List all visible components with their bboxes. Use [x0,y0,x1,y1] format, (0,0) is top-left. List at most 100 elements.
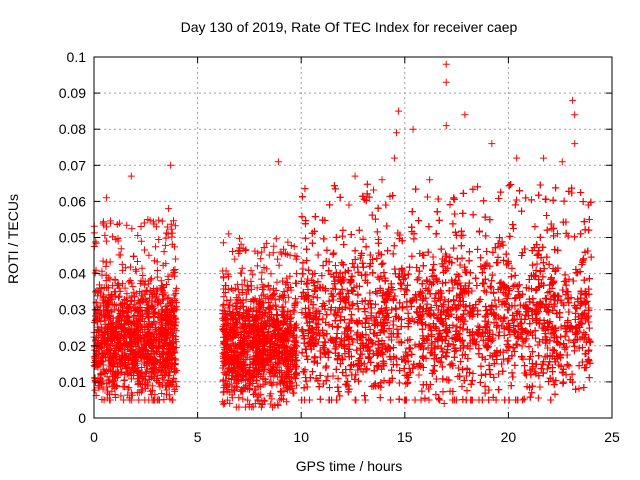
data-point [267,373,275,381]
data-point [278,304,286,312]
data-point [145,319,153,327]
data-point [163,391,171,399]
data-point [116,251,124,259]
data-point [127,279,135,287]
data-point [130,334,138,342]
data-point [153,371,161,379]
data-point [121,299,129,307]
data-point [289,307,297,315]
data-point [273,278,281,286]
data-point [109,372,117,380]
data-point [244,285,252,293]
data-point [249,271,257,279]
data-point [271,358,279,366]
data-point [224,331,232,339]
data-point [137,313,145,321]
data-point [167,365,175,373]
data-point [155,318,163,326]
data-point [129,252,137,260]
data-point [91,316,99,324]
data-point [169,349,177,357]
data-point [99,257,107,265]
data-point [125,364,133,372]
data-point [220,273,228,281]
data-point [138,364,146,372]
data-point [222,340,230,348]
data-point [250,352,258,360]
data-point [293,298,301,306]
data-point [275,355,283,363]
data-point [98,358,106,366]
data-point [257,319,265,327]
data-point [100,221,108,229]
data-point [130,358,138,366]
data-point [91,374,99,382]
data-point [245,367,253,375]
data-point [102,277,110,285]
data-point [243,339,251,347]
data-point [141,347,149,355]
data-point [106,367,114,375]
data-point [116,355,124,363]
data-point [293,356,301,364]
data-point [164,230,172,238]
data-point [165,352,173,360]
data-point [240,361,248,369]
data-point [219,239,227,247]
data-point [282,280,290,288]
data-point [97,369,105,377]
data-point [138,264,146,272]
data-point [146,332,154,340]
data-point [162,324,170,332]
data-point [292,255,300,263]
data-point [115,292,123,300]
data-point [225,374,233,382]
data-point [290,308,298,316]
data-point [100,349,108,357]
data-point [165,382,173,390]
data-point [140,318,148,326]
data-point [283,274,291,282]
data-point [256,339,264,347]
data-point [145,329,153,337]
data-point [262,361,270,369]
data-point [238,387,246,395]
data-point [112,394,120,402]
data-point [256,367,264,375]
data-point [229,286,237,294]
data-point [266,286,274,294]
data-point [116,287,124,295]
data-point [240,350,248,358]
data-point [125,384,133,392]
data-point [154,326,162,334]
data-point [100,396,108,404]
data-point [247,341,255,349]
data-point [97,380,105,388]
data-point [94,288,102,296]
data-point [273,311,281,319]
data-point [231,347,239,355]
data-point [235,249,243,257]
data-point [265,298,273,306]
data-point [287,343,295,351]
data-point [110,350,118,358]
data-point [258,292,266,300]
data-point [260,396,268,404]
data-point [135,396,143,404]
data-point [144,301,152,309]
data-point [165,294,173,302]
data-point [239,320,247,328]
data-point [149,218,157,226]
data-point [141,360,149,368]
data-point [143,338,151,346]
data-point [291,252,299,260]
data-point [249,379,257,387]
data-point [148,335,156,343]
data-point [168,304,176,312]
data-point [123,294,131,302]
data-point [141,396,149,404]
data-point [144,310,152,318]
data-point [135,317,143,325]
data-point [253,393,261,401]
data-point [240,373,248,381]
